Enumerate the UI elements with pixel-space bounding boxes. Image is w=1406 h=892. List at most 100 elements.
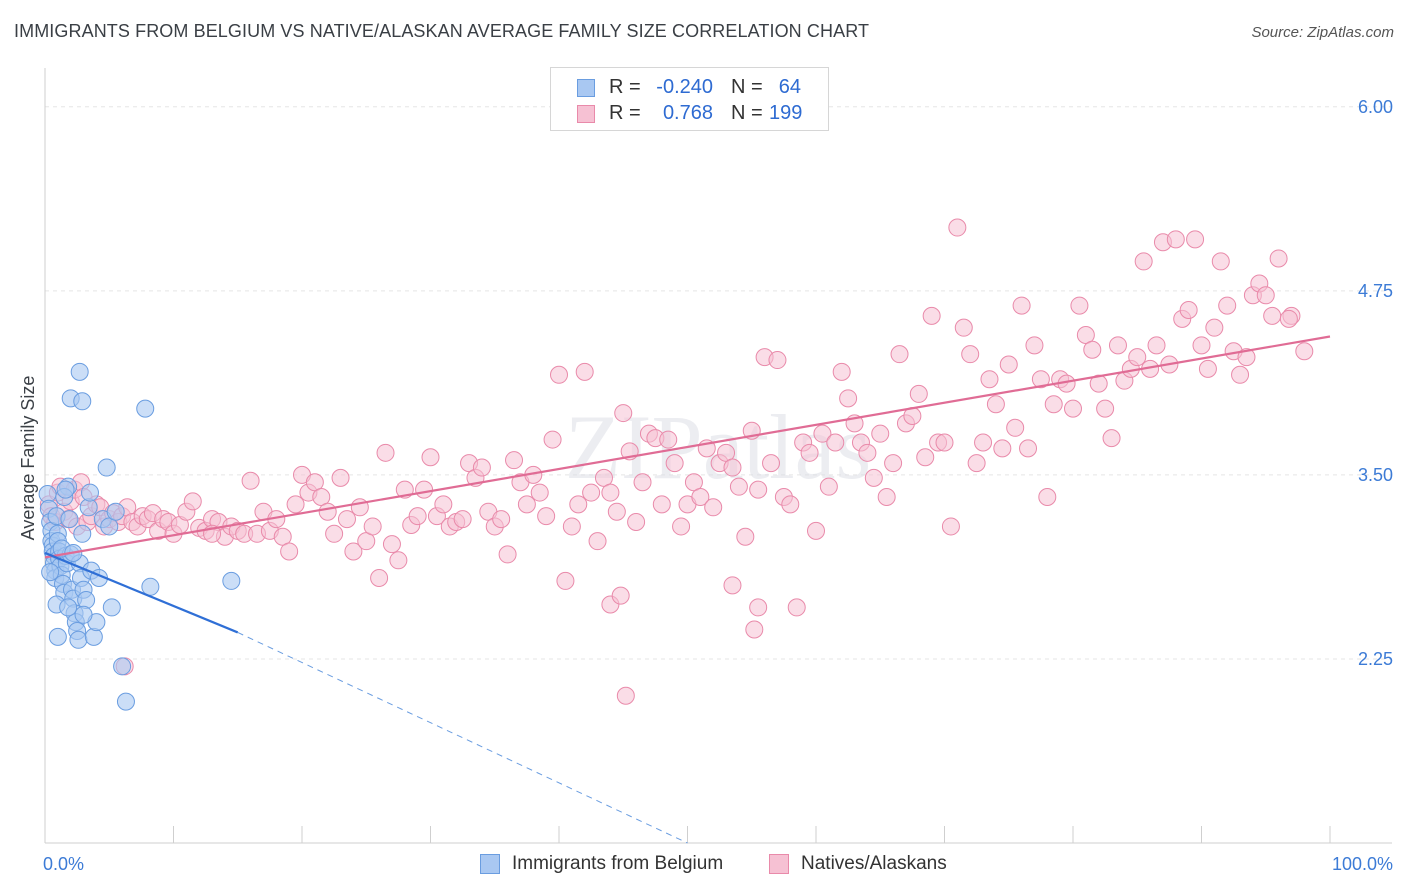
natives-alaskans-trend-line [44, 335, 1331, 559]
natives-alaskans-point [1237, 348, 1256, 367]
natives-alaskans-point [1179, 300, 1198, 319]
natives-alaskans-point [768, 351, 787, 370]
natives-alaskans-point [421, 448, 440, 467]
belgium-point [106, 502, 125, 521]
natives-alaskans-point [736, 527, 755, 546]
belgium-point [80, 483, 99, 502]
natives-alaskans-point [652, 495, 671, 514]
natives-alaskans-point [611, 586, 630, 605]
tick-labels: 2.25 3.50 4.75 6.00 0.0% 100.0% [43, 97, 1393, 874]
belgium-point [59, 598, 78, 617]
natives-alaskans-point [916, 448, 935, 467]
natives-alaskans-point [1044, 395, 1063, 414]
natives-alaskans-point [665, 454, 684, 473]
x-tick-label: 100.0% [1332, 854, 1393, 874]
natives-alaskans-point [607, 502, 626, 521]
belgium-point [84, 627, 103, 646]
natives-alaskans-point [344, 542, 363, 561]
belgium-point [73, 392, 92, 411]
natives-alaskans-point [729, 477, 748, 496]
natives-alaskans-point [601, 483, 620, 502]
natives-alaskans-point [556, 571, 575, 590]
natives-alaskans-point [241, 471, 260, 490]
natives-alaskans-point [614, 404, 633, 423]
legend-label-natives: Natives/Alaskans [801, 853, 947, 874]
natives-alaskans-point [280, 542, 299, 561]
natives-alaskans-point [884, 454, 903, 473]
natives-alaskans-point [864, 468, 883, 487]
belgium-point [70, 362, 89, 381]
belgium-point [222, 571, 241, 590]
natives-alaskans-point [1218, 296, 1237, 315]
belgium-trend-line [44, 551, 239, 634]
natives-alaskans-point [1038, 487, 1057, 506]
x-tick-label: 0.0% [43, 854, 84, 874]
legend-label-belgium: Immigrants from Belgium [512, 853, 724, 874]
natives-alaskans-point [337, 510, 356, 529]
natives-alaskans-point [745, 620, 764, 639]
natives-alaskans-point [1025, 336, 1044, 355]
natives-alaskans-point [1186, 230, 1205, 249]
natives-alaskans-point [1263, 306, 1282, 325]
natives-alaskans-point [871, 424, 890, 443]
natives-alaskans-point [1012, 296, 1031, 315]
natives-alaskans-point [1096, 399, 1115, 418]
natives-alaskans-point [1108, 336, 1127, 355]
belgium-point [102, 598, 121, 617]
natives-alaskans-point [1019, 439, 1038, 458]
belgium-point [73, 524, 92, 543]
natives-alaskans-point [331, 468, 350, 487]
natives-alaskans-point [826, 433, 845, 452]
natives-alaskans-point [723, 458, 742, 477]
natives-alaskans-point [819, 477, 838, 496]
legend-n-value: 199 [769, 102, 803, 124]
natives-alaskans-point [659, 430, 678, 449]
y-tick-label: 2.25 [1358, 649, 1393, 669]
y-tick-label: 3.50 [1358, 465, 1393, 485]
natives-alaskans-point [517, 495, 536, 514]
natives-alaskans-point [909, 384, 928, 403]
source-credit: Source: ZipAtlas.com [1251, 24, 1394, 41]
natives-alaskans-point [575, 362, 594, 381]
natives-alaskans-point [800, 443, 819, 462]
legend-n-value: 64 [778, 76, 801, 98]
belgium-point [141, 577, 160, 596]
legend-r-value: 0.768 [662, 102, 713, 124]
natives-alaskans-point [1128, 348, 1147, 367]
natives-alaskans-point [1031, 370, 1050, 389]
natives-alaskans-point [704, 498, 723, 517]
natives-alaskans-point [941, 517, 960, 536]
natives-alaskans-point [980, 370, 999, 389]
natives-alaskans-point [498, 545, 517, 564]
legend-swatch-pink [769, 854, 789, 874]
natives-alaskans-point [530, 483, 549, 502]
natives-alaskans-point [1205, 318, 1224, 337]
natives-alaskans-point [537, 507, 556, 526]
natives-alaskans-point [1070, 296, 1089, 315]
natives-alaskans-point [858, 443, 877, 462]
natives-alaskans-point [1256, 286, 1275, 305]
natives-alaskans-point [616, 686, 635, 705]
natives-alaskans-point [543, 430, 562, 449]
natives-alaskans-point [1147, 336, 1166, 355]
natives-alaskans-point [935, 433, 954, 452]
natives-alaskans-point [286, 495, 305, 514]
belgium-point [48, 627, 67, 646]
belgium-point [136, 399, 155, 418]
y-tick-label: 4.75 [1358, 281, 1393, 301]
natives-alaskans-point [787, 598, 806, 617]
natives-alaskans-point [762, 454, 781, 473]
trend-lines [44, 335, 1331, 844]
y-axis-label: Average Family Size [18, 376, 38, 541]
natives-alaskans-point [453, 510, 472, 529]
belgium-point [113, 657, 132, 676]
legend-swatch-blue [577, 79, 595, 97]
belgium-point [77, 591, 96, 610]
natives-alaskans-point [967, 454, 986, 473]
natives-alaskans-point [325, 524, 344, 543]
natives-alaskans-point [813, 424, 832, 443]
natives-alaskans-point [389, 551, 408, 570]
natives-alaskans-point [1279, 309, 1298, 328]
belgium-point [56, 480, 75, 499]
